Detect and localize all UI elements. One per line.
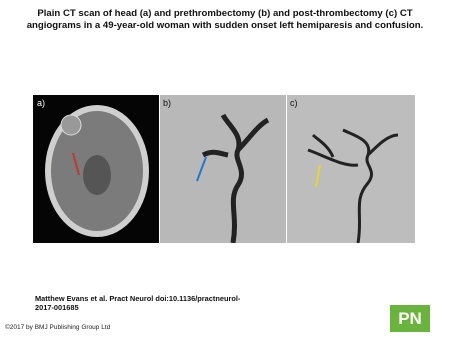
footer: ©2017 by BMJ Publishing Group Ltd <box>5 324 111 331</box>
panel-label: b) <box>163 98 171 108</box>
citation: Matthew Evans et al. Pract Neurol doi:10… <box>35 294 241 312</box>
vessel <box>201 113 270 243</box>
ventricle <box>83 155 111 195</box>
title: Plain CT scan of head (a) and prethrombe… <box>26 8 424 31</box>
panel-label: a) <box>37 98 45 108</box>
panel-label: c) <box>290 98 298 108</box>
arrow-red <box>72 152 80 176</box>
arrow-yellow <box>315 164 321 188</box>
vessel <box>307 128 399 243</box>
logo: PN <box>390 305 430 332</box>
figure: a) b) c) <box>33 95 415 243</box>
orbit <box>60 114 82 136</box>
panel-c <box>287 95 415 243</box>
arrow-blue <box>196 156 207 182</box>
